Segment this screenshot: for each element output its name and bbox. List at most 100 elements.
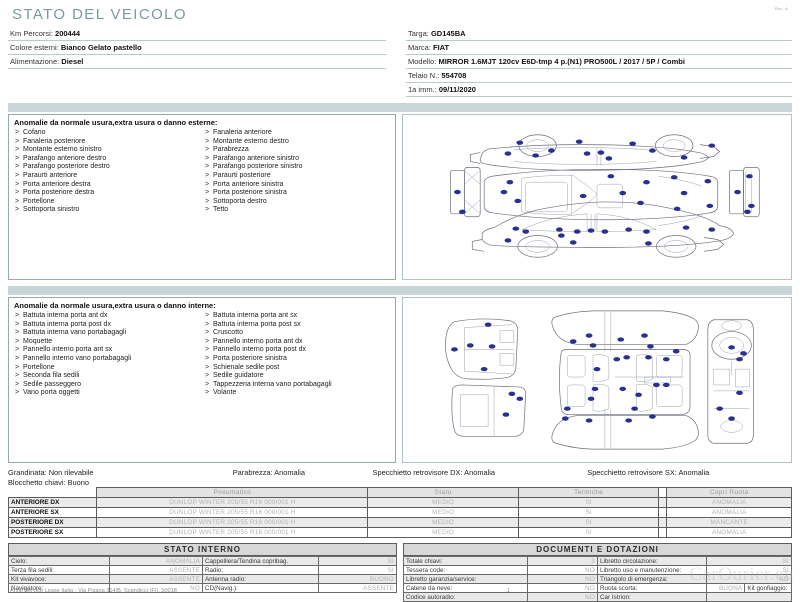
tyre-termiche: SI [517,507,660,518]
tyres-header-termiche: Termiche [517,487,660,498]
damage-markers [454,139,755,246]
list-item: Pannello interno vano portabagagli [14,355,200,364]
footer-address: Arval Service Lease Italia - Via Pisana … [10,588,177,594]
list-item: Sedile passeggero [14,381,200,390]
si-value: ASSENTE [108,565,203,575]
field-alimentazione-value: Diesel [61,57,84,66]
si-key: Terza fila sedili: [8,565,110,575]
tyre-spec: DUNLOP WINTER 205/55 R16 000/001 H [96,517,369,528]
list-item: Seconda fila sedili [14,372,200,381]
table-row: Totale chiavi: 3 Libretto circolazione: … [402,556,793,566]
table-row: ANTERIORE SX DUNLOP WINTER 205/55 R16 00… [7,507,792,518]
table-row: Cielo: ANOMALIA Cappelliera/Tendina copr… [8,556,397,566]
table-row: Navigatore: NO CD(Navig.): ASSENTE [8,583,397,593]
documenti-table: Totale chiavi: 3 Libretto circolazione: … [402,556,793,602]
internal-anomalies-block: Anomalie da normale usura,extra usura o … [8,297,792,463]
external-section-bar [8,103,792,112]
exterior-damage-diagram [402,114,792,280]
si-value: BUONO [318,574,397,584]
tyre-copriruota: ANOMALIA [666,507,792,518]
table-row: POSTERIORE SX DUNLOP WINTER 205/55 R16 0… [7,527,792,538]
si-key: Radio: [201,565,320,575]
list-item: Portellone [14,364,200,373]
tyre-termiche: SI [517,527,660,538]
summary-specchietto-sx: Specchietto retrovisore SX: Anomalia [587,468,792,487]
tyres-header-gap [658,487,668,498]
summary-grandinata-block: Grandinata: Non rilevabile Blocchetto ch… [8,468,233,487]
field-prima-immatricolazione: 1a imm.: 09/11/2020 [406,83,792,97]
tyre-termiche: SI [517,517,660,528]
tyres-header-stato: Stato [367,487,519,498]
summary-blocchetto-value: Buono [67,477,89,487]
bottom-panels: STATO INTERNO Cielo: ANOMALIA Cappellier… [8,543,793,602]
tyre-copriruota: ANOMALIA [666,497,792,508]
tyre-copriruota: MANCANTE [666,517,792,528]
field-marca-label: Marca: [408,43,431,52]
list-item: Battuta interna porta post dx [14,321,200,330]
list-item: Moquette [14,338,200,347]
tyre-position: ANTERIORE DX [7,497,98,508]
tyre-spec: DUNLOP WINTER 205/55 R16 000/001 H [96,497,369,508]
tyre-stato: MEDIO [367,517,519,528]
tyre-stato: MEDIO [367,507,519,518]
identity-right-column: Targa: GD145BA Marca: FIAT Modello: MIRR… [400,27,792,97]
row-gap [658,507,668,518]
table-row: Terza fila sedili: ASSENTE Radio: SI [8,565,397,575]
field-telaio-label: Telaio N.: [408,71,440,80]
summary-specchietto-sx-label: Specchietto retrovisore SX: [587,468,677,477]
doc-key: Libretto uso e manutenzione: [596,565,707,575]
summary-parabrezza-value: Anomalia [274,468,306,477]
row-gap [658,497,668,508]
list-item: Tetto [204,206,390,215]
field-alimentazione: Alimentazione: Diesel [8,55,386,69]
dashboard-view [707,319,754,444]
list-item: Portellone [14,198,200,207]
tyre-spec: DUNLOP WINTER 205/55 R16 000/001 H [96,507,369,518]
list-item: Parafango posteriore destro [14,163,200,172]
field-km: Km Percorsi: 200444 [8,27,386,41]
field-targa-value: GD145BA [430,29,466,38]
field-modello-label: Modello: [408,57,437,66]
exterior-diagram-svg [450,134,760,258]
tyre-termiche: SI [517,497,660,508]
list-item: Porta posteriore sinistra [204,355,390,364]
tyre-stato: MEDIO [367,527,519,538]
internal-anomalies-list: Anomalie da normale usura,extra usura o … [8,297,397,463]
list-item: Fanaleria anteriore [204,129,390,138]
table-row: POSTERIORE DX DUNLOP WINTER 205/55 R16 0… [7,517,792,528]
doc-value: 3 [527,556,598,566]
summary-specchietto-dx-value: Anomalia [464,468,495,477]
field-telaio-value: 554708 [441,71,467,80]
doc-key: Tessera code: [402,565,529,575]
list-item: Pannello interno porta post dx [204,346,390,355]
list-item: Battuta interna porta post sx [204,321,390,330]
table-row: Tessera code: NO Libretto uso e manutenz… [402,565,793,575]
side-elevation-view [471,201,734,258]
si-key: Cielo: [8,556,110,566]
list-item: Battuta interna porta ant dx [14,312,200,321]
summary-grandinata-label: Grandinata: [8,468,47,477]
doc-value: NO [527,565,598,575]
stato-interno-title: STATO INTERNO [8,543,397,556]
si-key: Antenna radio: [201,574,320,584]
list-item: Battuta interna vano portabagagli [14,329,200,338]
tyres-header-copriruota: Copri Ruota [666,487,792,498]
table-row: Libretto garanzia/service: NO Triangolo … [402,574,793,584]
summary-grandinata: Grandinata: Non rilevabile [8,468,233,478]
summary-specchietto-sx-value: Anomalia [678,468,710,477]
row-gap [658,517,668,528]
list-item: Vano porta oggetti [14,389,200,398]
external-anomalies-block: Anomalie da normale usura,extra usura o … [8,114,792,280]
list-item: Battuta interna porta ant sx [204,312,390,321]
list-item: Pannello interno porta ant sx [14,346,200,355]
field-colore-value: Bianco Gelato pastello [60,43,142,52]
list-item: Porta posteriore destra [14,189,200,198]
list-item: Volante [204,389,390,398]
list-item: Paraurti anteriore [14,172,200,181]
tyre-spec: DUNLOP WINTER 205/55 R16 000/001 H [96,527,369,538]
list-item: Cofano [14,129,200,138]
field-prima-immatricolazione-label: 1a imm.: [408,85,437,94]
cargo-floor-view [451,384,527,437]
field-km-label: Km Percorsi: [10,29,53,38]
